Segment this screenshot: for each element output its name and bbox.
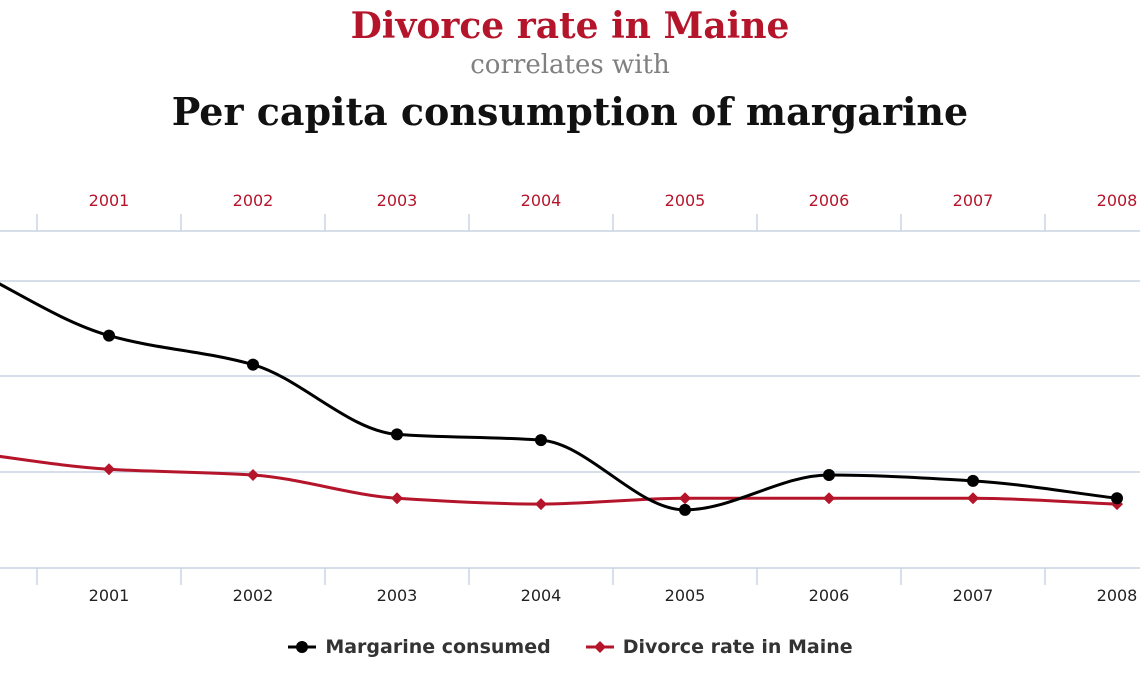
data-point-diamond (391, 492, 403, 505)
x-tick-label-bottom: 2006 (809, 586, 850, 605)
legend-label-divorce: Divorce rate in Maine (622, 636, 853, 658)
legend-item-margarine: Margarine consumed (287, 636, 551, 658)
x-axis-top: 2001 2002 2003 2004 2005 2006 2007 2008 (36, 191, 1138, 231)
legend-marker-circle-icon (288, 641, 317, 653)
series-divorce (0, 454, 1123, 511)
x-tick-label-bottom: 2004 (521, 586, 562, 605)
legend: Margarine consumed Divorce rate in Maine (0, 636, 1140, 658)
data-point-diamond (535, 498, 547, 511)
data-point-circle (967, 474, 979, 487)
x-tick-label-bottom: 2002 (233, 586, 274, 605)
series-margarine (0, 282, 1123, 516)
x-tick-label-top: 2007 (953, 191, 994, 210)
data-point-circle (247, 358, 259, 371)
x-tick-label-bottom: 2001 (89, 586, 130, 605)
x-tick-label-top: 2003 (377, 191, 418, 210)
legend-marker-diamond-icon (585, 641, 614, 653)
chart-connector-text: correlates with (470, 50, 670, 80)
data-point-circle (1111, 492, 1123, 505)
series-line (0, 282, 1118, 512)
x-tick-label-bottom: 2007 (953, 586, 994, 605)
data-point-diamond (967, 492, 979, 505)
x-tick-label-top: 2005 (665, 191, 706, 210)
data-point-circle (823, 469, 835, 482)
x-tick-label-bottom: 2003 (377, 586, 418, 605)
x-tick-label-top: 2006 (809, 191, 850, 210)
chart-title-divorce: Divorce rate in Maine (350, 5, 790, 47)
legend-label-margarine: Margarine consumed (325, 636, 551, 658)
grid-lines (0, 230, 1140, 569)
x-tick-label-top: 2008 (1097, 191, 1138, 210)
chart-title-margarine: Per capita consumption of margarine (171, 89, 969, 134)
series-line (0, 454, 1118, 506)
data-point-diamond (103, 463, 115, 476)
data-point-circle (679, 503, 691, 516)
legend-item-divorce: Divorce rate in Maine (585, 636, 853, 658)
data-point-circle (103, 329, 115, 342)
x-axis-bottom: 2001 2002 2003 2004 2005 2006 2007 2008 (36, 568, 1138, 605)
data-point-diamond (823, 492, 835, 505)
data-point-circle (391, 428, 403, 441)
x-tick-label-top: 2001 (89, 191, 130, 210)
data-point-diamond (679, 492, 691, 505)
x-tick-label-bottom: 2005 (665, 586, 706, 605)
x-tick-label-bottom: 2008 (1097, 586, 1138, 605)
series-layer (0, 282, 1123, 516)
data-point-diamond (247, 469, 259, 482)
x-tick-label-top: 2002 (233, 191, 274, 210)
x-tick-label-top: 2004 (521, 191, 562, 210)
data-point-circle (535, 434, 547, 447)
